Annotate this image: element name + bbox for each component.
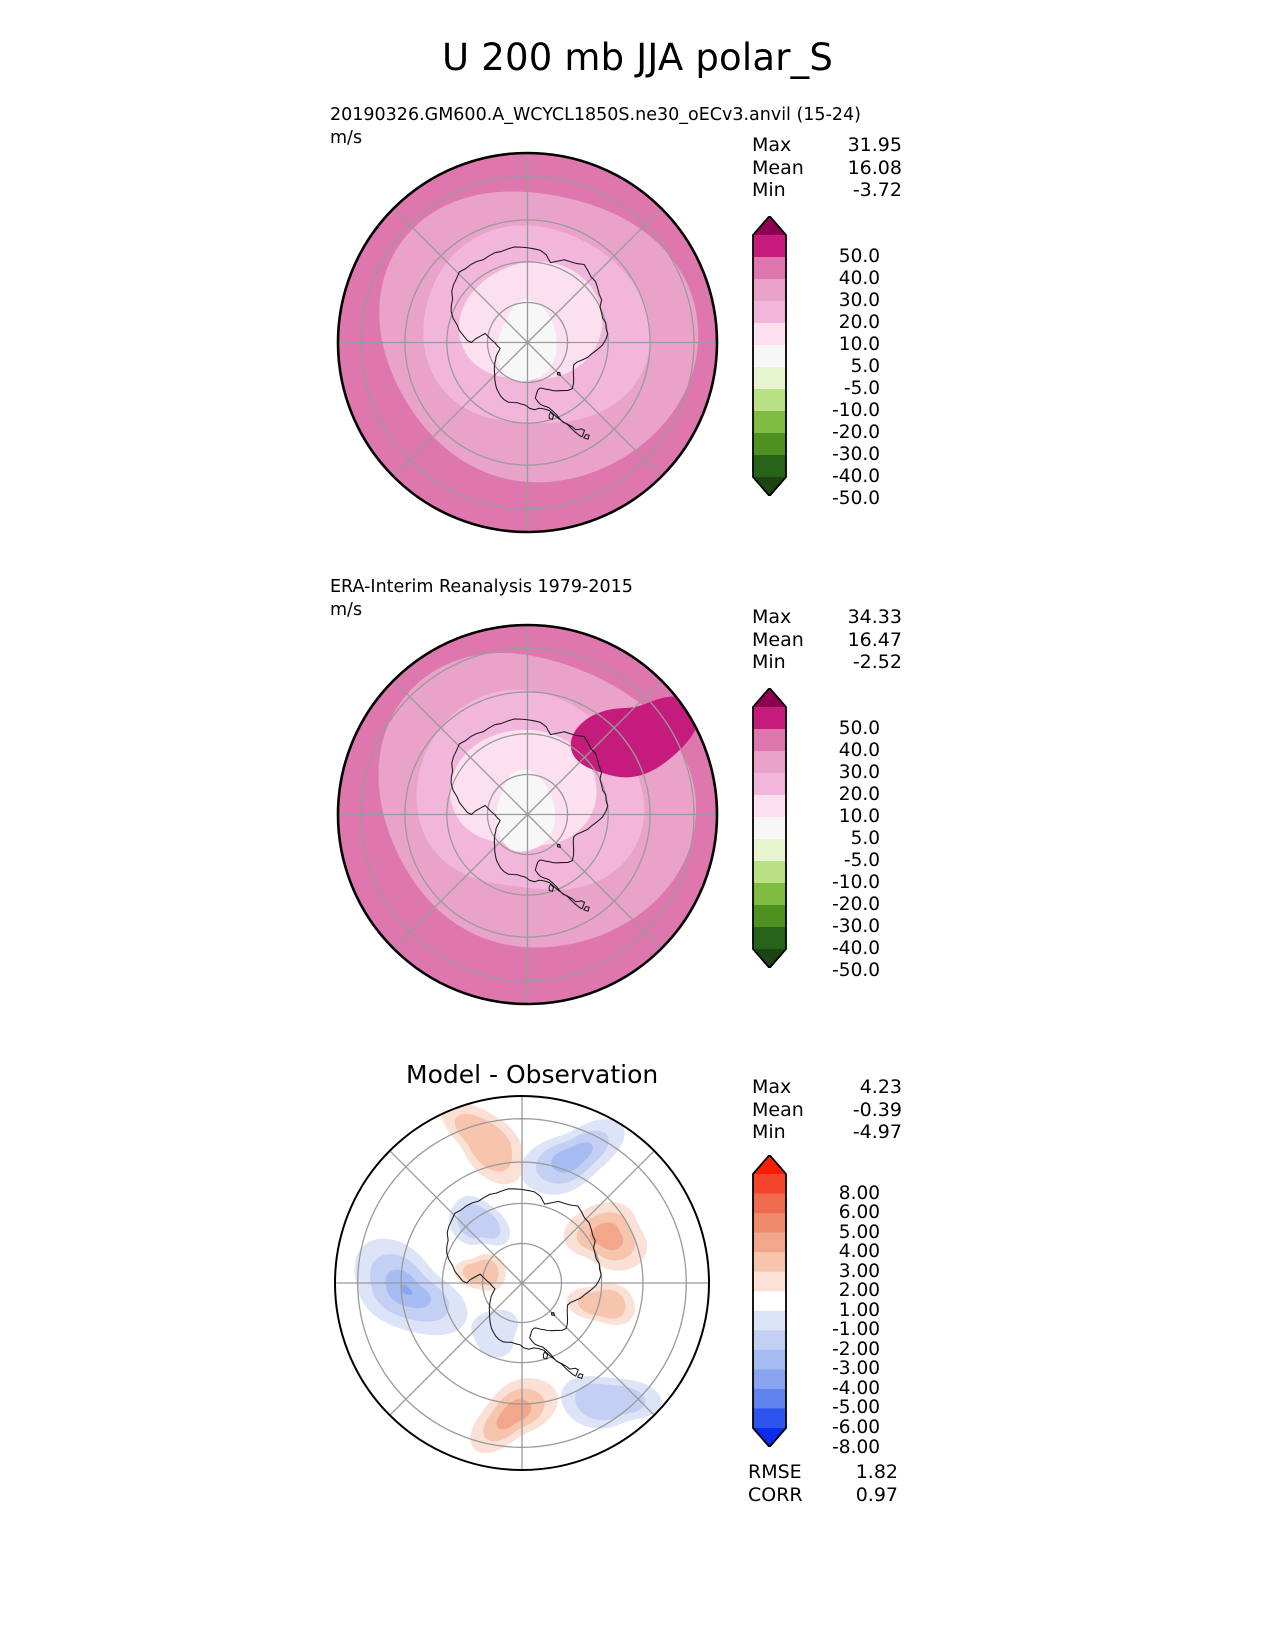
stat-row: Min -2.52 — [752, 651, 902, 674]
colorbar-difference — [752, 1155, 787, 1447]
stat-row: Min -4.97 — [752, 1121, 902, 1144]
stat-value: 16.47 — [847, 628, 902, 651]
panel-model: 20190326.GM600.A_WCYCL1850S.ne30_oECv3.a… — [0, 0, 1275, 560]
stat-key: Min — [752, 1121, 786, 1144]
stat-value: 16.08 — [847, 156, 902, 179]
stat-row: CORR 0.97 — [748, 1483, 898, 1506]
stat-key: CORR — [748, 1483, 803, 1506]
colorbar-tick-label: 20.0 — [838, 784, 880, 805]
colorbar-tick-label: -50.0 — [832, 488, 880, 509]
colorbar-tick-label: -30.0 — [832, 916, 880, 937]
colorbar-tick-label: 4.00 — [838, 1241, 880, 1263]
panel-model-units: m/s — [330, 128, 363, 148]
colorbar-model-labels: 50.0 40.0 30.0 20.0 10.0 5.0 -5.0 -10.0 -20.0 -30… — [795, 216, 880, 509]
stat-row: Max 4.23 — [752, 1076, 902, 1099]
page-title: U 200 mb JJA polar_S — [441, 36, 834, 79]
colorbar-tick-label: -50.0 — [832, 960, 880, 981]
colorbar-observation — [752, 688, 787, 968]
colorbar-tick-label: 5.00 — [838, 1221, 880, 1243]
stat-key: Max — [752, 606, 792, 629]
stat-key: Min — [752, 179, 786, 202]
panel-model-subtitle: 20190326.GM600.A_WCYCL1850S.ne30_oECv3.a… — [330, 105, 861, 125]
panel-observation-subtitle: ERA-Interim Reanalysis 1979-2015 — [330, 577, 633, 597]
colorbar-tick-label: -5.00 — [832, 1397, 880, 1419]
colorbar-tick-label: 3.00 — [838, 1260, 880, 1282]
stat-row: RMSE 1.82 — [748, 1460, 898, 1483]
panel-model-stats: Max 31.95 Mean 16.08 Min -3.72 — [752, 134, 902, 202]
colorbar-tick-label: 20.0 — [838, 312, 880, 333]
panel-difference-stats: Max 4.23 Mean -0.39 Min -4.97 — [752, 1076, 902, 1144]
polar-map-model — [336, 151, 719, 534]
colorbar-tick-label: -40.0 — [832, 938, 880, 959]
colorbar-tick-label: 10.0 — [838, 806, 880, 827]
colorbar-tick-label: 40.0 — [838, 740, 880, 761]
panel-difference-title: Model - Observation — [406, 1060, 659, 1089]
panel-difference: Model - Observation Max 4.23 Mean -0.39 Mi… — [0, 1040, 1275, 1650]
stat-value: -2.52 — [852, 651, 902, 674]
panel-observation-units: m/s — [330, 600, 363, 620]
colorbar-tick-label: -6.00 — [832, 1417, 880, 1438]
colorbar-tick-label: 5.0 — [850, 356, 880, 377]
colorbar-tick-label: -3.00 — [832, 1358, 880, 1380]
panel-observation: ERA-Interim Reanalysis 1979-2015 m/s Max… — [0, 470, 1275, 1030]
stat-key: Min — [752, 651, 786, 674]
stat-value: -0.39 — [852, 1098, 902, 1121]
polar-map-difference — [334, 1095, 710, 1471]
colorbar-tick-label: 40.0 — [838, 268, 880, 289]
colorbar-tick-label: -8.00 — [832, 1436, 880, 1458]
colorbar-tick-label: -2.00 — [832, 1338, 880, 1360]
colorbar-observation-labels: 50.0 40.0 30.0 20.0 10.0 5.0 -5.0 -10.0 -20.0 -30… — [795, 688, 880, 981]
stat-row: Max 31.95 — [752, 134, 902, 157]
colorbar-tick-label: 50.0 — [838, 246, 880, 267]
stat-row: Mean 16.47 — [752, 629, 902, 652]
stat-value: 0.97 — [855, 1483, 898, 1506]
panel-observation-stats: Max 34.33 Mean 16.47 Min -2.52 — [752, 606, 902, 674]
colorbar-tick-label: -1.00 — [832, 1319, 880, 1341]
stat-key: Max — [752, 1076, 792, 1099]
stat-value: -3.72 — [852, 179, 902, 202]
stat-key: Mean — [752, 156, 804, 179]
colorbar-tick-label: -20.0 — [832, 422, 880, 443]
colorbar-tick-label: 8.00 — [838, 1182, 880, 1204]
colorbar-tick-label: -5.0 — [843, 378, 880, 399]
stat-row: Max 34.33 — [752, 606, 902, 629]
colorbar-tick-label: -10.0 — [832, 400, 880, 421]
colorbar-tick-label: -5.0 — [843, 850, 880, 871]
colorbar-tick-label: 2.00 — [838, 1280, 880, 1302]
stat-value: 34.33 — [847, 606, 902, 629]
stat-row: Min -3.72 — [752, 179, 902, 202]
stat-value: 1.82 — [855, 1460, 898, 1483]
panel-difference-footer-stats: RMSE 1.82 CORR 0.97 — [748, 1460, 898, 1506]
colorbar-tick-label: 30.0 — [838, 762, 880, 783]
colorbar-tick-label: 30.0 — [838, 290, 880, 311]
stat-value: 31.95 — [847, 134, 902, 157]
colorbar-tick-label: 1.00 — [838, 1299, 880, 1321]
stat-value: -4.97 — [852, 1121, 902, 1144]
stat-key: Mean — [752, 628, 804, 651]
colorbar-tick-label: 50.0 — [838, 718, 880, 739]
polar-map-observation — [336, 623, 719, 1006]
colorbar-tick-label: -20.0 — [832, 894, 880, 915]
colorbar-tick-label: -4.00 — [832, 1377, 880, 1399]
stat-row: Mean -0.39 — [752, 1099, 902, 1122]
stat-key: RMSE — [748, 1460, 802, 1483]
stat-key: Mean — [752, 1098, 804, 1121]
colorbar-tick-label: -10.0 — [832, 872, 880, 893]
colorbar-tick-label: -30.0 — [832, 444, 880, 465]
stat-key: Max — [752, 134, 792, 157]
stat-value: 4.23 — [859, 1076, 902, 1099]
colorbar-model — [752, 216, 787, 496]
colorbar-tick-label: -40.0 — [832, 466, 880, 487]
colorbar-tick-label: 6.00 — [838, 1202, 880, 1224]
colorbar-tick-label: 5.0 — [850, 828, 880, 849]
colorbar-difference-labels: 8.00 6.00 5.00 4.00 3.00 2.00 1.00 -1.00 -2.00 -3… — [795, 1155, 880, 1458]
stat-row: Mean 16.08 — [752, 157, 902, 180]
colorbar-tick-label: 10.0 — [838, 334, 880, 355]
